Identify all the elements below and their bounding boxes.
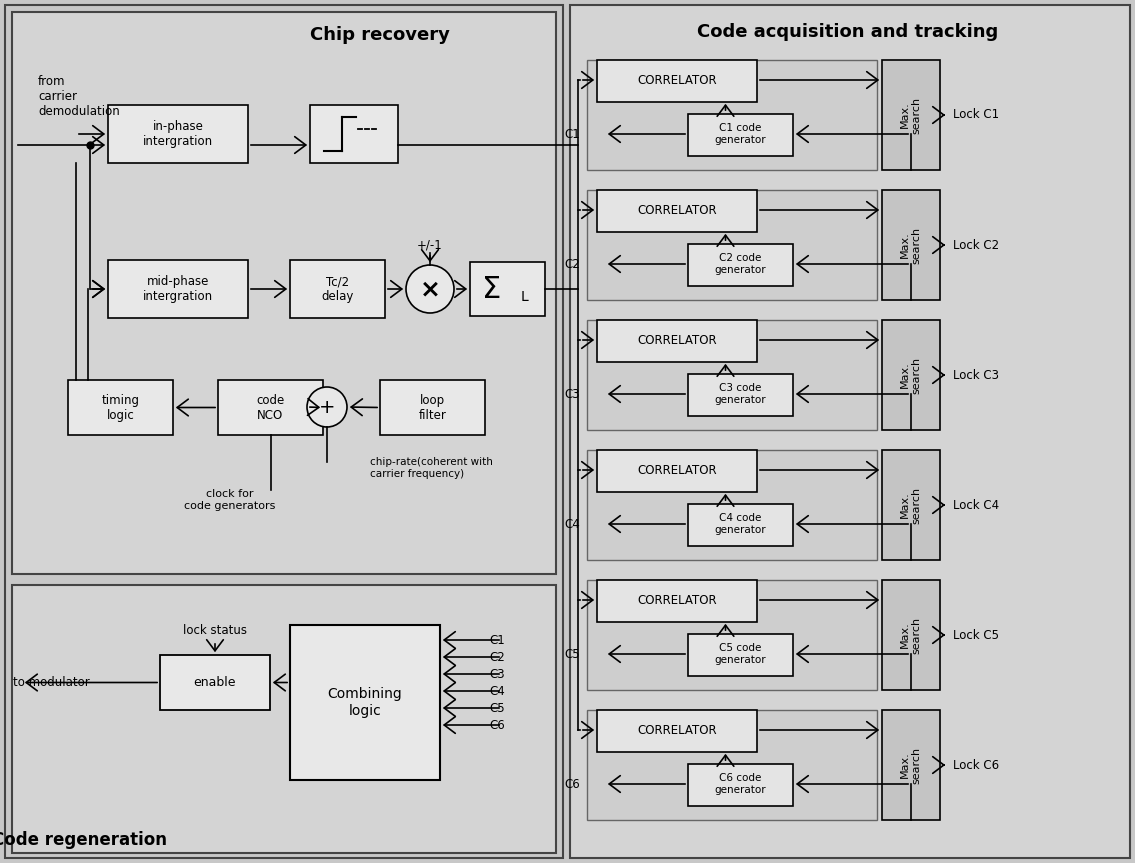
Text: chip-rate(coherent with
carrier frequency): chip-rate(coherent with carrier frequenc… (370, 457, 493, 479)
Bar (68, 380, 173, 435)
Bar (688, 504, 793, 546)
Bar (108, 105, 249, 163)
Text: C3: C3 (489, 667, 505, 681)
Text: in-phase
intergration: in-phase intergration (143, 120, 213, 148)
Text: Lock C5: Lock C5 (953, 628, 999, 641)
Bar (470, 262, 545, 316)
Text: from
carrier
demodulation: from carrier demodulation (37, 75, 120, 118)
Bar (587, 320, 877, 430)
Text: Max.
search: Max. search (900, 487, 922, 524)
Text: Max.
search: Max. search (900, 226, 922, 263)
Text: Lock C6: Lock C6 (953, 759, 999, 772)
Text: enable: enable (194, 676, 236, 689)
Text: Combining
logic: Combining logic (328, 688, 403, 718)
Text: +: + (319, 398, 335, 417)
Text: Max.
search: Max. search (900, 616, 922, 653)
Text: C3: C3 (564, 387, 580, 400)
Circle shape (406, 265, 454, 313)
Bar (688, 244, 793, 286)
Bar (882, 60, 940, 170)
Bar (12, 12, 556, 574)
Text: CORRELATOR: CORRELATOR (637, 73, 717, 86)
Text: CORRELATOR: CORRELATOR (637, 333, 717, 347)
Text: C4 code
generator: C4 code generator (715, 513, 766, 535)
Text: Chip recovery: Chip recovery (310, 26, 449, 44)
Bar (570, 5, 1130, 858)
Text: C1: C1 (564, 128, 580, 141)
Text: Code regeneration: Code regeneration (0, 831, 168, 849)
Bar (597, 450, 757, 492)
Bar (688, 114, 793, 156)
Bar (218, 380, 323, 435)
Bar (380, 380, 485, 435)
Bar (688, 764, 793, 806)
Text: C2 code
generator: C2 code generator (715, 253, 766, 274)
Text: Tc/2
delay: Tc/2 delay (321, 275, 354, 303)
Text: C2: C2 (489, 651, 505, 664)
Bar (291, 625, 440, 780)
Text: +/-1: +/-1 (418, 238, 443, 251)
Text: Max.
search: Max. search (900, 356, 922, 394)
Bar (597, 190, 757, 232)
Bar (310, 105, 398, 163)
Bar (882, 710, 940, 820)
Bar (587, 580, 877, 690)
Text: C5: C5 (564, 647, 580, 660)
Bar (882, 320, 940, 430)
Text: mid-phase
intergration: mid-phase intergration (143, 275, 213, 303)
Text: C1: C1 (489, 633, 505, 646)
Text: code
NCO: code NCO (257, 394, 285, 421)
Text: C6: C6 (564, 778, 580, 791)
Text: Max.
search: Max. search (900, 746, 922, 784)
Text: CORRELATOR: CORRELATOR (637, 594, 717, 607)
Text: C6 code
generator: C6 code generator (715, 773, 766, 795)
Text: Lock C1: Lock C1 (953, 109, 999, 122)
Text: timing
logic: timing logic (101, 394, 140, 421)
Text: Code acquisition and tracking: Code acquisition and tracking (697, 23, 999, 41)
Text: lock status: lock status (183, 623, 247, 637)
Text: CORRELATOR: CORRELATOR (637, 204, 717, 217)
Text: C6: C6 (489, 719, 505, 732)
Bar (587, 190, 877, 300)
Bar (587, 710, 877, 820)
Bar (882, 190, 940, 300)
Text: loop
filter: loop filter (419, 394, 446, 421)
Bar (160, 655, 270, 710)
Text: ×: × (420, 277, 440, 301)
Text: clock for
code generators: clock for code generators (184, 489, 276, 511)
Bar (597, 320, 757, 362)
Bar (597, 580, 757, 622)
Bar (882, 450, 940, 560)
Bar (587, 60, 877, 170)
Text: C2: C2 (564, 257, 580, 270)
Bar (882, 580, 940, 690)
Bar (688, 634, 793, 676)
Text: C3 code
generator: C3 code generator (715, 383, 766, 405)
Text: C4: C4 (489, 684, 505, 697)
Text: C5: C5 (489, 702, 505, 715)
Text: Lock C3: Lock C3 (953, 369, 999, 381)
Bar (291, 260, 385, 318)
Text: C4: C4 (564, 518, 580, 531)
Text: L: L (521, 290, 529, 304)
Text: C1 code
generator: C1 code generator (715, 123, 766, 145)
Text: Lock C4: Lock C4 (953, 499, 999, 512)
Text: Lock C2: Lock C2 (953, 238, 999, 251)
Text: C5 code
generator: C5 code generator (715, 643, 766, 665)
Bar (108, 260, 249, 318)
Circle shape (306, 387, 347, 427)
Bar (12, 585, 556, 853)
Text: Max.
search: Max. search (900, 97, 922, 134)
Bar (688, 374, 793, 416)
Bar (597, 710, 757, 752)
Text: Σ: Σ (482, 274, 502, 304)
Text: CORRELATOR: CORRELATOR (637, 463, 717, 476)
Text: CORRELATOR: CORRELATOR (637, 723, 717, 736)
Bar (587, 450, 877, 560)
Text: to modulator: to modulator (14, 676, 90, 689)
Bar (5, 5, 563, 858)
Bar (597, 60, 757, 102)
